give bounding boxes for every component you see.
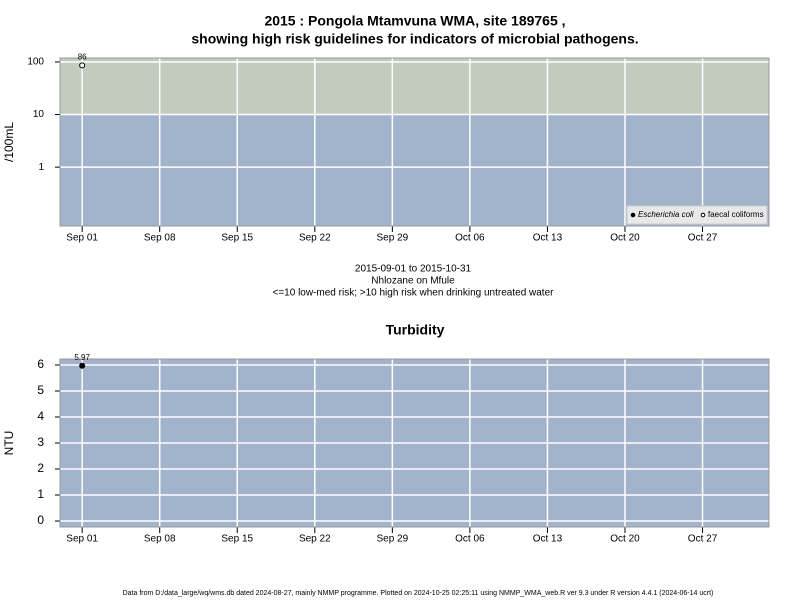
data-label: 5.97	[74, 353, 90, 362]
x-tick-label: Sep 22	[299, 534, 331, 545]
y-tick-label: 5	[37, 383, 44, 397]
y-tick-label: 4	[37, 409, 44, 423]
x-tick-label: Oct 06	[455, 233, 485, 244]
x-tick-label: Sep 08	[144, 534, 176, 545]
plot-frame	[59, 57, 770, 227]
legend-marker	[700, 212, 706, 218]
x-tick-label: Oct 06	[455, 534, 485, 545]
data-point	[79, 62, 86, 69]
x-tick-label: Sep 01	[66, 233, 98, 244]
x-tick-label: Oct 13	[533, 233, 563, 244]
y-tick-label: 3	[37, 435, 44, 449]
data-point	[79, 362, 86, 369]
x-tick-label: Sep 01	[66, 534, 98, 545]
note: <=10 low-med risk; >10 high risk when dr…	[273, 288, 555, 299]
y-tick-label: 1	[38, 162, 44, 173]
x-tick-label: Sep 29	[376, 233, 408, 244]
data-label: 86	[78, 53, 87, 62]
legend-marker	[630, 212, 636, 218]
chart-title: 2015 : Pongola Mtamvuna WMA, site 189765…	[264, 13, 565, 29]
x-tick-label: Sep 22	[299, 233, 331, 244]
x-tick-label: Oct 20	[610, 534, 640, 545]
x-tick-label: Oct 27	[688, 233, 718, 244]
legend-label: faecal coliforms	[708, 210, 764, 219]
y-tick-label: 2	[37, 461, 44, 475]
x-tick-label: Oct 20	[610, 233, 640, 244]
note: Nhlozane on Mfule	[371, 276, 455, 287]
footer: Data from D:/data_large/wq/wms.db dated …	[123, 590, 714, 597]
x-tick-label: Sep 08	[144, 233, 176, 244]
y-axis-label: NTU	[2, 431, 16, 456]
x-tick-label: Sep 29	[376, 534, 408, 545]
y-axis-label: /100mL	[2, 122, 16, 162]
note: 2015-09-01 to 2015-10-31	[355, 264, 472, 275]
y-tick-label: 1	[37, 487, 44, 501]
plot-frame	[59, 358, 770, 528]
y-tick-label: 6	[37, 357, 44, 371]
chart-title: Turbidity	[386, 322, 445, 338]
x-tick-label: Oct 27	[688, 534, 718, 545]
x-tick-label: Sep 15	[221, 534, 253, 545]
y-tick-label: 0	[37, 513, 44, 527]
y-tick-label: 100	[27, 57, 44, 68]
legend-label: Escherichia coli	[638, 210, 694, 219]
x-tick-label: Sep 15	[221, 233, 253, 244]
y-tick-label: 10	[33, 109, 45, 120]
chart-title: showing high risk guidelines for indicat…	[191, 31, 638, 47]
legend-box	[626, 205, 768, 225]
x-tick-label: Oct 13	[533, 534, 563, 545]
